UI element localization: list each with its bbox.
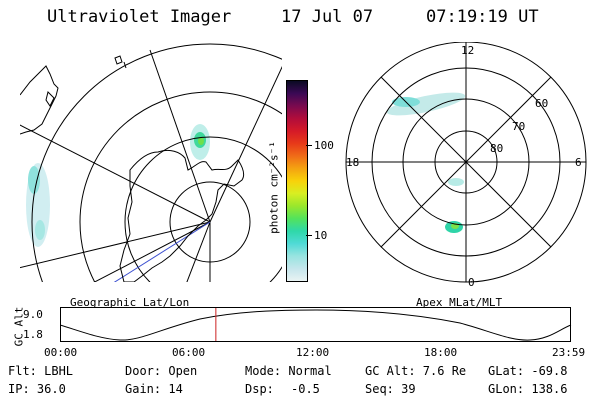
mode-info: Mode: Normal [245, 364, 332, 378]
glat-info: GLat: -69.8 [488, 364, 568, 378]
seq-info: Seq: 39 [365, 382, 416, 396]
gain-info: Gain: 14 [125, 382, 183, 396]
xtick-2359: 23:59 [552, 346, 586, 359]
mlt-label-12: 12 [461, 44, 475, 57]
gc-alt-info: GC Alt: 7.6 Re [365, 364, 467, 378]
glon-info: GLon: 138.6 [488, 382, 568, 396]
mlat-label-60: 60 [535, 97, 549, 110]
ip-info: IP: 36.0 [8, 382, 66, 396]
coastline-australia [20, 65, 59, 135]
xtick-0000: 00:00 [44, 346, 78, 359]
mlat-label-80: 80 [490, 142, 504, 155]
time-text: 07:19:19 UT [426, 7, 539, 27]
apex-panel-caption: Apex MLat/MLT [416, 296, 503, 309]
mlt-label-6: 6 [575, 156, 582, 169]
filter-info: Flt: LBHL [8, 364, 74, 378]
altitude-curve [60, 309, 572, 341]
colorbar-label-100: 100 [314, 139, 334, 152]
xtick-1200: 12:00 [296, 346, 330, 359]
xtick-1800: 18:00 [424, 346, 458, 359]
colorbar-label-10: 10 [314, 229, 328, 242]
altitude-plot [60, 307, 572, 342]
mlt-label-18: 18 [346, 156, 360, 169]
altitude-ymin: 1.8 [23, 328, 43, 341]
xtick-0600: 06:00 [172, 346, 206, 359]
apex-mlat-mlt-dial [345, 42, 587, 283]
colorbar-tick-10 [306, 235, 312, 236]
door-info: Door: Open [125, 364, 198, 378]
geo-panel-caption: Geographic Lat/Lon [70, 296, 190, 309]
mlt-label-0: 0 [468, 276, 475, 289]
colorbar-unit-label: photon cm⁻²s⁻¹ [267, 141, 281, 234]
coastline-antarctica [119, 149, 245, 282]
colorbar [286, 80, 308, 282]
dsp-value: -0.5 [291, 382, 320, 396]
date-text: 17 Jul 07 [281, 7, 374, 27]
altitude-ymax: 9.0 [23, 308, 43, 321]
geographic-map [20, 43, 282, 282]
dsp-label: Dsp: [245, 382, 274, 396]
instrument-title: Ultraviolet Imager [47, 7, 232, 27]
mlat-label-70: 70 [512, 120, 526, 133]
colorbar-tick-100 [306, 145, 312, 146]
